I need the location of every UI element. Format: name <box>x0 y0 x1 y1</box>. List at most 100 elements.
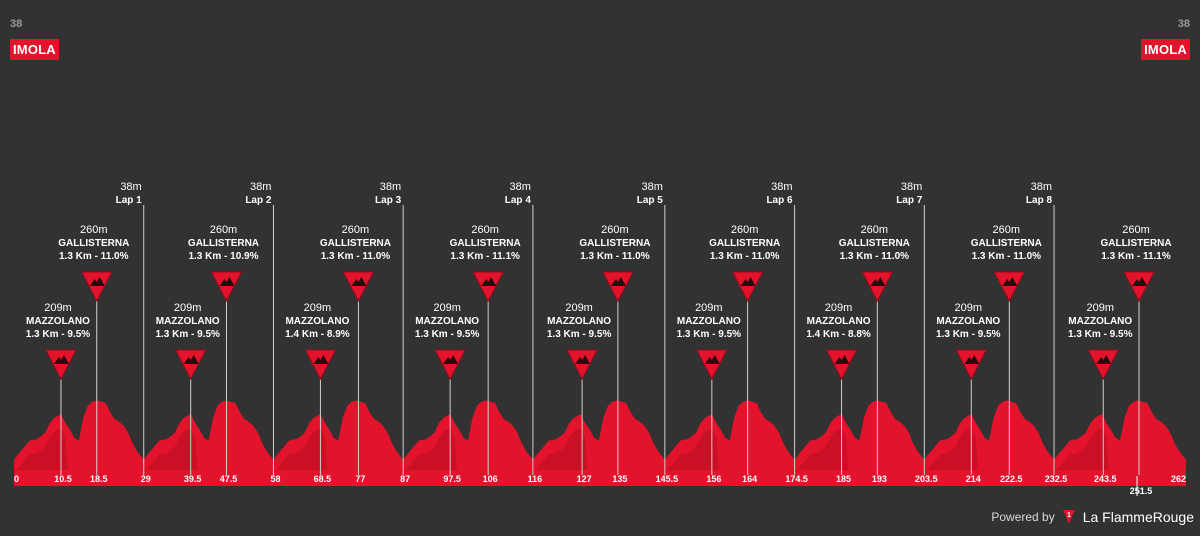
km-tick-2: 18.5 <box>90 474 108 484</box>
climb-detail-14: 1.3 Km - 11.0% <box>840 251 910 262</box>
finish-label: 38 IMOLA <box>1141 18 1190 60</box>
climb-altitude-4: 260m <box>210 224 238 236</box>
km-tick-17: 164 <box>742 474 757 484</box>
start-label: 38 IMOLA <box>10 18 59 60</box>
climb-altitude-14: 260m <box>861 224 889 236</box>
km-tick-15: 145.5 <box>656 474 679 484</box>
climb-marker-11 <box>696 349 728 381</box>
climb-detail-16: 1.3 Km - 11.0% <box>972 251 1042 262</box>
climb-detail-11: 1.3 Km - 9.5% <box>677 329 742 340</box>
km-tick-26: 251.5 <box>1130 486 1153 496</box>
climb-detail-13: 1.4 Km - 8.8% <box>806 329 871 340</box>
km-tick-5: 47.5 <box>220 474 238 484</box>
finish-town: IMOLA <box>1141 39 1190 60</box>
climb-name-16: GALLISTERNA <box>971 238 1042 249</box>
mountain-icon-14 <box>870 277 886 286</box>
climb-detail-4: 1.3 Km - 10.9% <box>188 251 258 262</box>
climb-altitude-6: 260m <box>342 224 370 236</box>
climb-name-2: GALLISTERNA <box>58 238 129 249</box>
km-tick-3: 29 <box>141 474 151 484</box>
mountain-icon-11 <box>704 355 720 364</box>
brand-name: La FlammeRouge <box>1082 509 1194 525</box>
lap-altitude-8: 38m <box>1031 181 1052 193</box>
lap-altitude-6: 38m <box>771 181 792 193</box>
climb-detail-3: 1.3 Km - 9.5% <box>155 329 220 340</box>
km-tick-12: 116 <box>528 474 543 484</box>
climb-detail-18: 1.3 Km - 11.1% <box>1101 251 1171 262</box>
km-ticks-group: 0 10.5 18.5 29 39.5 47.5 58 68.5 77 87 97.5 106 116 1… <box>14 474 1186 496</box>
mountain-icon-13 <box>834 355 850 364</box>
lap-altitude-5: 38m <box>641 181 662 193</box>
km-tick-18: 174.5 <box>785 474 808 484</box>
profile-shade-5 <box>532 428 588 474</box>
climb-altitude-15: 209m <box>955 302 983 314</box>
climb-altitude-10: 260m <box>601 224 629 236</box>
svg-text:1: 1 <box>1067 512 1071 519</box>
climb-altitude-18: 260m <box>1122 224 1150 236</box>
climb-detail-9: 1.3 Km - 9.5% <box>547 329 612 340</box>
mountain-icon-8 <box>481 277 497 286</box>
climb-marker-4 <box>210 271 243 303</box>
lap-label-5: Lap 5 <box>637 195 664 206</box>
climb-detail-8: 1.3 Km - 11.1% <box>450 251 520 262</box>
marker-labels-group: 38m Lap 1 38m Lap 2 38m Lap 3 38m Lap 4 38m Lap 5… <box>26 181 1172 381</box>
climb-marker-16 <box>993 271 1026 303</box>
finish-altitude: 38 <box>1177 18 1190 30</box>
climb-name-6: GALLISTERNA <box>320 238 391 249</box>
km-tick-23: 222.5 <box>1000 474 1023 484</box>
climb-name-4: GALLISTERNA <box>188 238 259 249</box>
lap-label-7: Lap 7 <box>896 195 923 206</box>
climb-marker-2 <box>80 271 113 303</box>
climb-altitude-2: 260m <box>80 224 108 236</box>
profile-shade-7 <box>794 428 849 474</box>
km-tick-19: 185 <box>836 474 851 484</box>
profile-shade-3 <box>273 428 328 474</box>
profile-shade-1 <box>14 428 68 474</box>
climb-name-9: MAZZOLANO <box>547 316 611 327</box>
mountain-icon-17 <box>1096 355 1112 364</box>
mountain-icon-7 <box>443 355 459 364</box>
lap-label-8: Lap 8 <box>1026 195 1053 206</box>
climb-altitude-17: 209m <box>1086 302 1114 314</box>
climb-altitude-11: 209m <box>695 302 723 314</box>
start-town: IMOLA <box>10 39 59 60</box>
km-tick-4: 39.5 <box>184 474 202 484</box>
climb-name-11: MAZZOLANO <box>677 316 741 327</box>
climb-name-17: MAZZOLANO <box>1068 316 1132 327</box>
km-tick-24: 232.5 <box>1045 474 1068 484</box>
climb-marker-6 <box>342 271 375 303</box>
climb-detail-12: 1.3 Km - 11.0% <box>710 251 780 262</box>
lap-altitude-4: 38m <box>509 181 530 193</box>
flame-rouge-logo-icon: 1 <box>1062 510 1075 524</box>
climb-marker-17 <box>1087 349 1120 381</box>
lap-label-1: Lap 1 <box>116 195 143 206</box>
km-tick-7: 68.5 <box>314 474 332 484</box>
km-tick-14: 135 <box>612 474 627 484</box>
climb-marker-3 <box>174 349 207 381</box>
climb-detail-1: 1.3 Km - 9.5% <box>26 329 91 340</box>
mountain-icon-15 <box>964 355 980 364</box>
mountain-icon-2 <box>89 277 105 286</box>
climb-altitude-8: 260m <box>471 224 499 236</box>
profile-area-group <box>14 400 1186 486</box>
climb-marker-1 <box>45 349 77 381</box>
climb-altitude-16: 260m <box>993 224 1021 236</box>
lap-label-3: Lap 3 <box>375 195 402 206</box>
lap-altitude-1: 38m <box>120 181 141 193</box>
km-tick-16: 156 <box>706 474 721 484</box>
climb-detail-6: 1.3 Km - 11.0% <box>321 251 391 262</box>
mountain-icon-3 <box>183 355 199 364</box>
km-tick-0: 0 <box>14 474 19 484</box>
climb-name-14: GALLISTERNA <box>839 238 910 249</box>
lap-altitude-3: 38m <box>380 181 401 193</box>
mountain-icon-10 <box>610 277 626 286</box>
km-tick-25: 243.5 <box>1094 474 1117 484</box>
km-tick-22: 214 <box>966 474 981 484</box>
profile-shade-6 <box>664 428 719 474</box>
lap-label-6: Lap 6 <box>766 195 793 206</box>
climb-altitude-3: 209m <box>174 302 202 314</box>
lap-label-2: Lap 2 <box>245 195 272 206</box>
climb-name-3: MAZZOLANO <box>156 316 220 327</box>
climb-marker-18 <box>1123 271 1155 303</box>
